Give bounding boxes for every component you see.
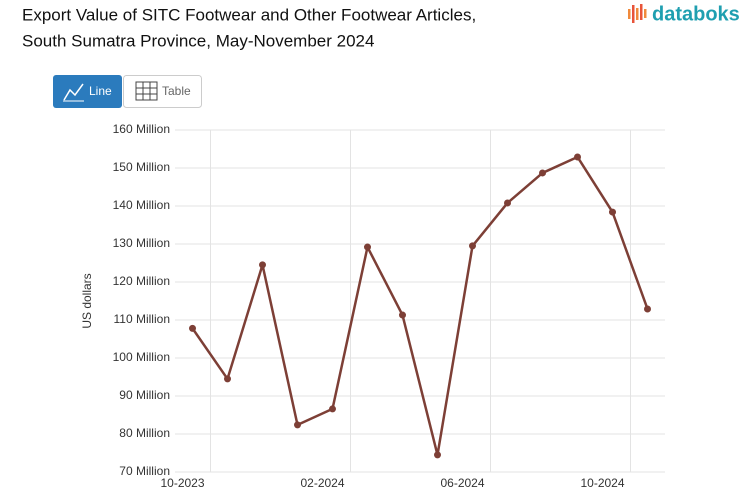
x-tick-label: 02-2024 xyxy=(300,476,344,490)
line-button[interactable]: Line xyxy=(53,75,122,108)
button-bg xyxy=(53,75,122,108)
point xyxy=(294,421,301,429)
logo-bar xyxy=(644,9,647,18)
y-tick-label: 80 Million xyxy=(119,426,170,440)
point xyxy=(504,199,511,207)
point xyxy=(644,305,651,313)
y-tick-label: 100 Million xyxy=(113,350,170,364)
chart-title: South Sumatra Province, May-November 202… xyxy=(22,31,374,50)
point xyxy=(399,311,406,319)
point xyxy=(259,261,266,269)
point xyxy=(609,208,616,216)
logo-bar xyxy=(640,4,643,20)
y-tick-label: 160 Million xyxy=(113,122,170,136)
point xyxy=(539,169,546,177)
point xyxy=(574,153,581,161)
chart-title: Export Value of SITC Footwear and Other … xyxy=(22,5,476,24)
button-label: Line xyxy=(89,84,112,98)
logo-bar xyxy=(628,9,631,19)
point xyxy=(189,324,196,332)
y-tick-label: 130 Million xyxy=(113,236,170,250)
y-tick-label: 120 Million xyxy=(113,274,170,288)
button-label: Table xyxy=(162,84,191,98)
line xyxy=(191,155,649,457)
y-tick-label: 110 Million xyxy=(114,312,170,326)
point xyxy=(469,242,476,250)
y-axis-label: US dollars xyxy=(80,273,94,328)
point xyxy=(434,451,441,459)
x-tick-label: 10-2023 xyxy=(160,476,204,490)
logo-bar xyxy=(636,8,639,20)
button-icon xyxy=(135,81,158,101)
logo: databoks xyxy=(628,3,740,25)
y-tick-label: 70 Million xyxy=(119,464,170,478)
table-button[interactable]: Table xyxy=(123,75,202,108)
point xyxy=(364,243,371,251)
button-icon xyxy=(63,83,84,101)
y-tick-label: 140 Million xyxy=(113,198,170,212)
logo-text: databoks xyxy=(652,3,740,25)
y-tick-label: 150 Million xyxy=(113,160,170,174)
x-tick-label: 06-2024 xyxy=(440,476,484,490)
y-tick-label: 90 Million xyxy=(119,388,170,402)
point xyxy=(329,405,336,413)
point xyxy=(224,375,231,383)
logo-bar xyxy=(632,5,635,23)
x-tick-label: 10-2024 xyxy=(580,476,624,490)
